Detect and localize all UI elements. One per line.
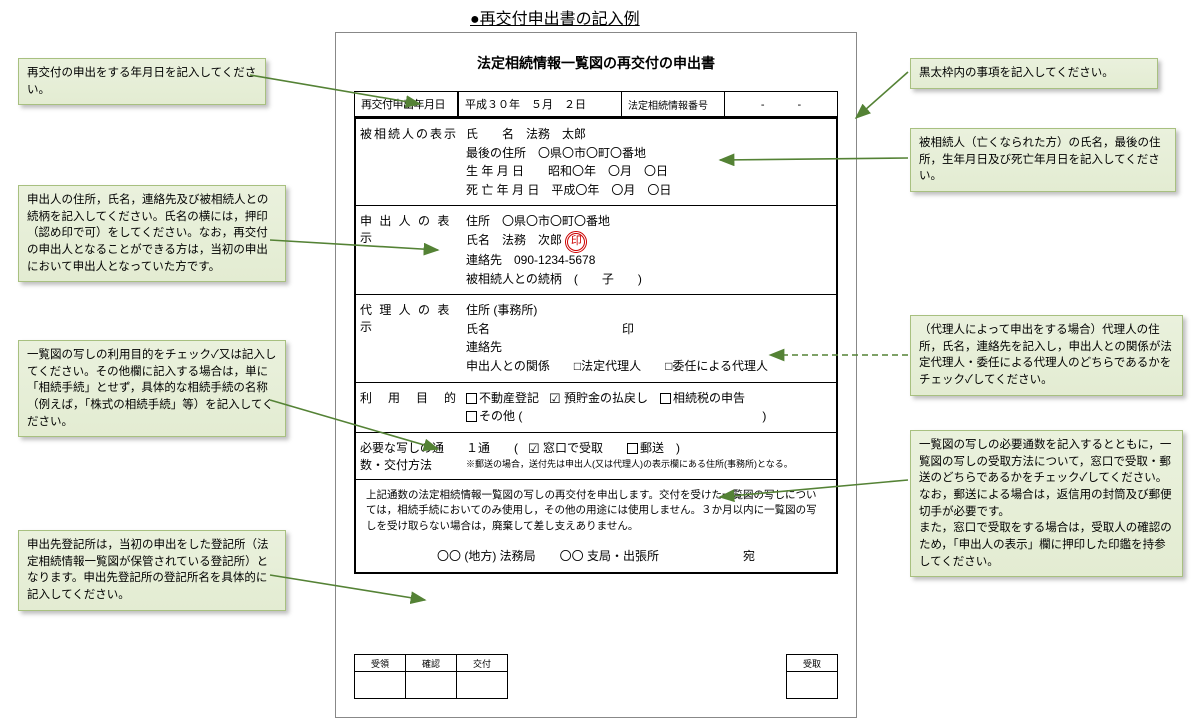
bottom-table-left: 受領確認交付	[354, 654, 508, 699]
inheritance-number-label: 法定相続情報番号	[621, 91, 724, 117]
reissue-date-value: 平成３０年 ５月 ２日	[458, 91, 621, 117]
section-copies: 必要な写しの通数・交付方法 １通 ( 窓口で受取 郵送 )※郵送の場合，送付先は…	[356, 433, 836, 480]
top-row: 再交付申出年月日 平成３０年 ５月 ２日 法定相続情報番号 - -	[336, 91, 856, 117]
callout-applicant: 申出人の住所，氏名，連絡先及び被相続人との続柄を記入してください。氏名の横には，…	[18, 185, 286, 282]
copies-label: 必要な写しの通数・交付方法	[356, 433, 466, 479]
reissue-date-label: 再交付申出年月日	[354, 91, 458, 117]
office-line: 〇〇 (地方) 法務局 〇〇 支局・出張所 宛	[356, 543, 836, 572]
agent-label: 代 理 人 の 表 示	[356, 295, 466, 381]
callout-copies: 一覧図の写しの必要通数を記入するとともに，一覧図の写しの受取方法について，窓口で…	[910, 430, 1183, 577]
purpose-label: 利 用 目 的	[356, 383, 466, 432]
bold-box: 被相続人の表示 氏 名 法務 太郎最後の住所 〇県〇市〇町〇番地生 年 月 日 …	[354, 117, 838, 574]
disclaimer-text: 上記通数の法定相続情報一覧図の写しの再交付を申出します。交付を受けた一覧図の写し…	[356, 480, 836, 543]
callout-office: 申出先登記所は，当初の申出をした登記所（法定相続情報一覧図が保管されている登記所…	[18, 530, 286, 611]
inheritance-number-value: - -	[724, 91, 838, 117]
callout-date: 再交付の申出をする年月日を記入してください。	[18, 58, 266, 105]
callout-boldbox: 黒太枠内の事項を記入してください。	[910, 58, 1158, 89]
applicant-label: 申 出 人 の 表 示	[356, 206, 466, 294]
agent-body: 住所 (事務所)氏名 印連絡先申出人との関係 □法定代理人 □委任による代理人	[466, 295, 836, 381]
form-document: 法定相続情報一覧図の再交付の申出書 再交付申出年月日 平成３０年 ５月 ２日 法…	[335, 32, 857, 718]
section-deceased: 被相続人の表示 氏 名 法務 太郎最後の住所 〇県〇市〇町〇番地生 年 月 日 …	[356, 119, 836, 206]
section-agent: 代 理 人 の 表 示 住所 (事務所)氏名 印連絡先申出人との関係 □法定代理…	[356, 295, 836, 382]
deceased-body: 氏 名 法務 太郎最後の住所 〇県〇市〇町〇番地生 年 月 日 昭和〇年 〇月 …	[466, 119, 836, 205]
form-title: 法定相続情報一覧図の再交付の申出書	[336, 53, 856, 73]
page-title: ●再交付申出書の記入例	[470, 5, 640, 29]
section-applicant: 申 出 人 の 表 示 住所 〇県〇市〇町〇番地氏名 法務 次郎 印連絡先 09…	[356, 206, 836, 295]
callout-purpose: 一覧図の写しの利用目的をチェック✓又は記入してください。その他欄に記入する場合は…	[18, 340, 286, 437]
bottom-tables: 受領確認交付 受取	[354, 654, 838, 699]
copies-body: １通 ( 窓口で受取 郵送 )※郵送の場合，送付先は申出人(又は代理人)の表示欄…	[466, 433, 836, 479]
section-purpose: 利 用 目 的 不動産登記 預貯金の払戻し 相続税の申告その他 ( )	[356, 383, 836, 433]
purpose-body: 不動産登記 預貯金の払戻し 相続税の申告その他 ( )	[466, 383, 836, 432]
callout-agent: （代理人によって申出をする場合）代理人の住所，氏名，連絡先を記入し，申出人との関…	[910, 315, 1183, 396]
deceased-label: 被相続人の表示	[356, 119, 466, 205]
bottom-table-right: 受取	[786, 654, 838, 699]
applicant-body: 住所 〇県〇市〇町〇番地氏名 法務 次郎 印連絡先 090-1234-5678被…	[466, 206, 836, 294]
callout-deceased: 被相続人（亡くなられた方）の氏名，最後の住所，生年月日及び死亡年月日を記入してく…	[910, 128, 1176, 192]
